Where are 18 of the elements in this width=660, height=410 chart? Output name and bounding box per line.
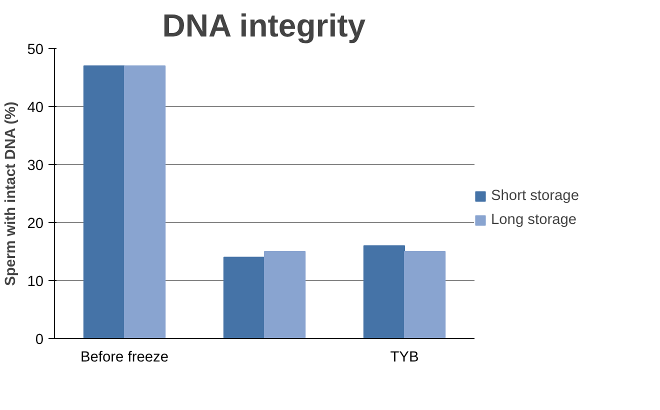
bar: [124, 65, 166, 338]
bar: [83, 65, 125, 338]
legend-label: Short storage: [491, 188, 579, 204]
legend-label: Long storage: [491, 212, 577, 228]
bar: [404, 251, 446, 338]
y-tick-label: 0: [35, 332, 44, 348]
x-tick-label: TYB: [390, 350, 419, 366]
x-tick-label: Before freeze: [80, 350, 169, 366]
y-tick-label: 30: [27, 158, 44, 174]
chart-title: DNA integrity: [162, 8, 366, 44]
y-tick-label: 40: [27, 100, 44, 116]
y-tick-label: 10: [27, 274, 44, 290]
bar: [363, 245, 405, 338]
bar: [223, 256, 265, 338]
bar: [264, 251, 306, 338]
y-tick-label: 20: [27, 216, 44, 232]
y-axis-title: Sperm with intact DNA (%): [3, 102, 20, 286]
y-tick-label: 50: [27, 42, 44, 58]
